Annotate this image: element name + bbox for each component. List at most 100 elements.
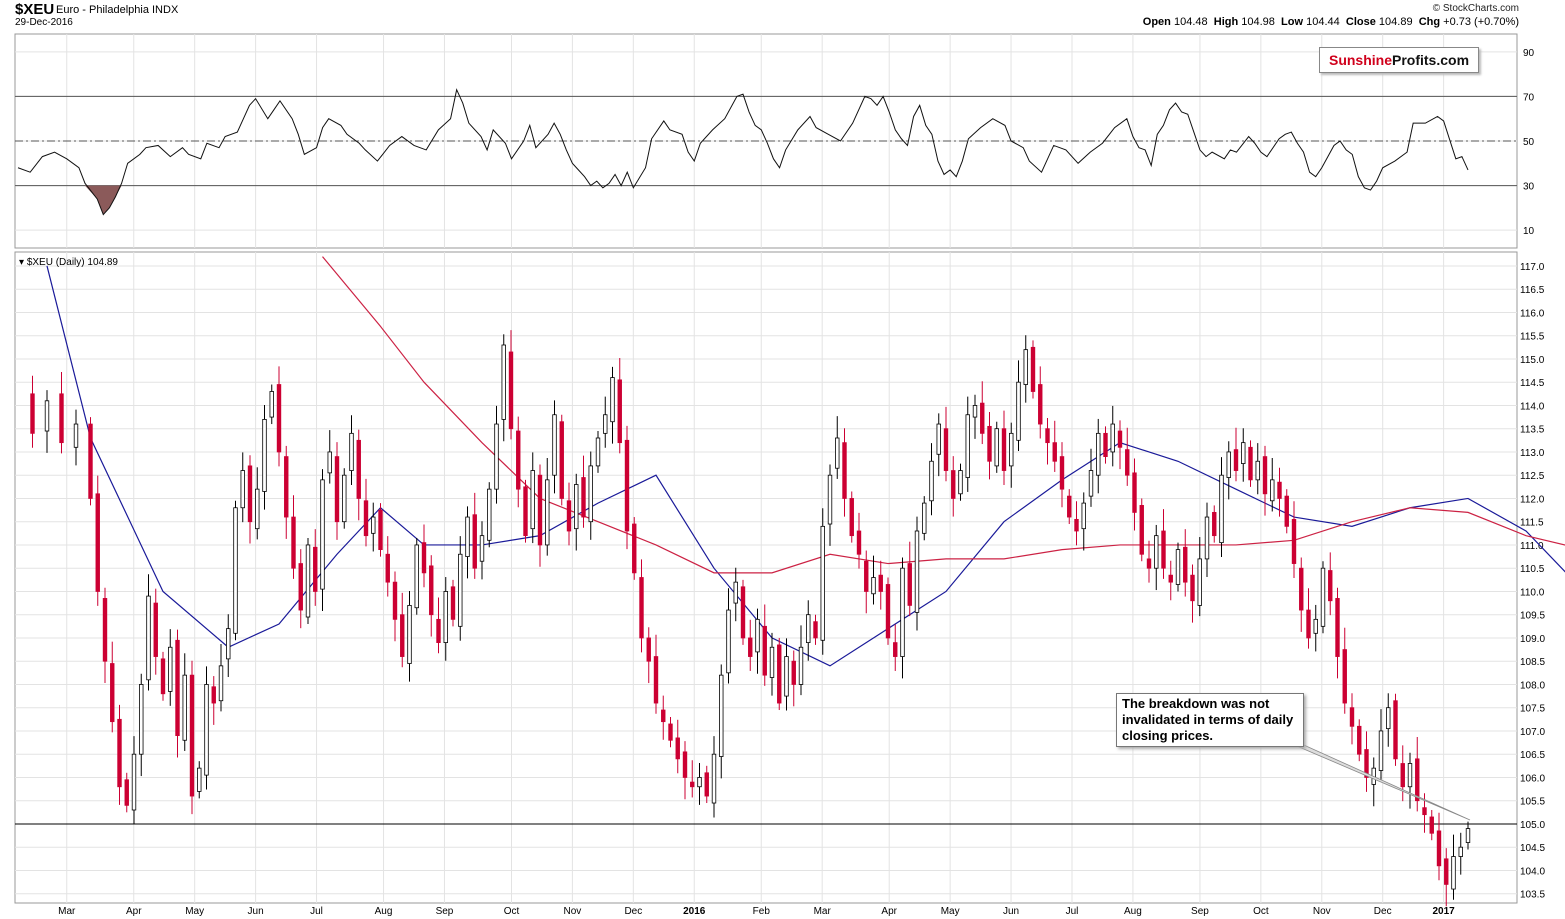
candle-down <box>1306 609 1311 639</box>
candle-up <box>320 479 325 590</box>
candle-up <box>1081 502 1086 530</box>
price-tick-label: 105.5 <box>1520 797 1545 808</box>
x-axis-label: Sep <box>436 906 454 917</box>
price-tick-label: 111.5 <box>1520 518 1544 529</box>
candle-down <box>102 598 108 662</box>
candle-down <box>1393 700 1398 760</box>
candle-down <box>1139 505 1144 555</box>
candle-up <box>262 418 267 492</box>
candle-up <box>806 614 811 644</box>
candle-up <box>1270 479 1275 502</box>
candle-down <box>429 565 434 616</box>
annotation-box: The breakdown was not invalidated in ter… <box>1116 693 1304 747</box>
candle-up <box>871 577 876 595</box>
high-value: 104.98 <box>1241 16 1275 28</box>
candle-down <box>1001 428 1007 471</box>
candle-up <box>44 400 50 432</box>
rsi-tick-label: 50 <box>1523 137 1535 148</box>
price-tick-label: 111.0 <box>1520 541 1544 552</box>
x-axis-label: Apr <box>881 906 897 917</box>
candle-up <box>487 488 492 541</box>
candle-down <box>1132 472 1137 513</box>
candle-down <box>1299 567 1304 611</box>
candle-down <box>581 477 586 518</box>
candle-up <box>327 451 332 474</box>
candle-down <box>363 500 369 537</box>
candle-down <box>392 581 398 620</box>
candle-up <box>719 674 724 757</box>
candle-down <box>110 663 115 723</box>
candle-down <box>450 586 456 620</box>
candle-up <box>1255 460 1260 481</box>
price-tick-label: 115.0 <box>1520 355 1545 366</box>
x-axis-label: Aug <box>1124 906 1142 917</box>
candle-down <box>1262 456 1268 495</box>
candle-up <box>458 553 463 627</box>
candle-down <box>740 586 746 639</box>
candle-down <box>291 516 296 569</box>
candle-up <box>972 405 978 418</box>
high-label: High <box>1213 16 1239 28</box>
candle-down <box>421 542 427 574</box>
candle-down <box>907 563 912 606</box>
candle-up <box>1154 535 1159 569</box>
candle-up <box>574 484 579 530</box>
candle-up <box>465 516 470 557</box>
candle-down <box>682 751 688 778</box>
candle-up <box>1023 349 1028 385</box>
candle-down <box>878 574 883 592</box>
candle-down <box>378 509 383 551</box>
candle-down <box>1415 758 1420 802</box>
candle-up <box>1407 763 1413 788</box>
moving-average-long <box>322 256 1565 574</box>
candle-down <box>1444 858 1449 885</box>
candle-up <box>922 502 927 534</box>
candle-down <box>704 772 709 797</box>
candle-down <box>356 439 361 499</box>
price-tick-label: 112.5 <box>1520 471 1545 482</box>
price-tick-label: 113.5 <box>1520 425 1545 436</box>
candle-up <box>371 516 376 534</box>
candle-up <box>443 591 448 644</box>
candle-down <box>1059 456 1065 490</box>
candle-up <box>936 423 941 455</box>
candle-down <box>1248 446 1253 481</box>
candle-up <box>1197 558 1202 606</box>
price-tick-label: 105.0 <box>1520 820 1545 831</box>
candle-down <box>762 625 767 676</box>
price-tick-label: 109.5 <box>1520 611 1545 622</box>
price-tick-label: 103.5 <box>1520 890 1545 901</box>
candle-down <box>95 493 100 592</box>
rsi-tick-label: 10 <box>1523 226 1535 237</box>
rsi-tick-label: 70 <box>1523 92 1535 103</box>
candle-down <box>472 514 477 569</box>
candle-up <box>1204 516 1210 560</box>
candle-down <box>1422 807 1427 816</box>
price-tick-label: 107.5 <box>1520 704 1545 715</box>
candle-up <box>1386 707 1391 730</box>
candle-down <box>88 423 93 499</box>
candle-down <box>1168 574 1173 583</box>
x-axis-label: 2016 <box>683 906 706 917</box>
candle-up <box>349 432 354 471</box>
series-icon: ▾ <box>19 257 27 268</box>
x-axis-label: Apr <box>126 906 142 917</box>
candle-down <box>624 439 630 532</box>
chg-label: Chg <box>1418 16 1441 28</box>
candle-down <box>117 718 122 788</box>
candle-down <box>1030 346 1036 392</box>
rsi-tick-label: 90 <box>1523 48 1535 59</box>
candle-down <box>1074 518 1079 532</box>
candle-down <box>1400 763 1405 788</box>
candle-up <box>197 767 202 792</box>
candle-down <box>189 674 195 797</box>
x-axis-label: Aug <box>375 906 393 917</box>
candle-down <box>777 644 782 704</box>
candle-down <box>1067 495 1072 518</box>
candle-down <box>276 384 282 453</box>
candle-down <box>30 393 35 434</box>
candle-up <box>965 414 970 478</box>
open-label: Open <box>1142 16 1171 28</box>
candle-down <box>1364 749 1369 778</box>
candle-down <box>1190 574 1195 602</box>
